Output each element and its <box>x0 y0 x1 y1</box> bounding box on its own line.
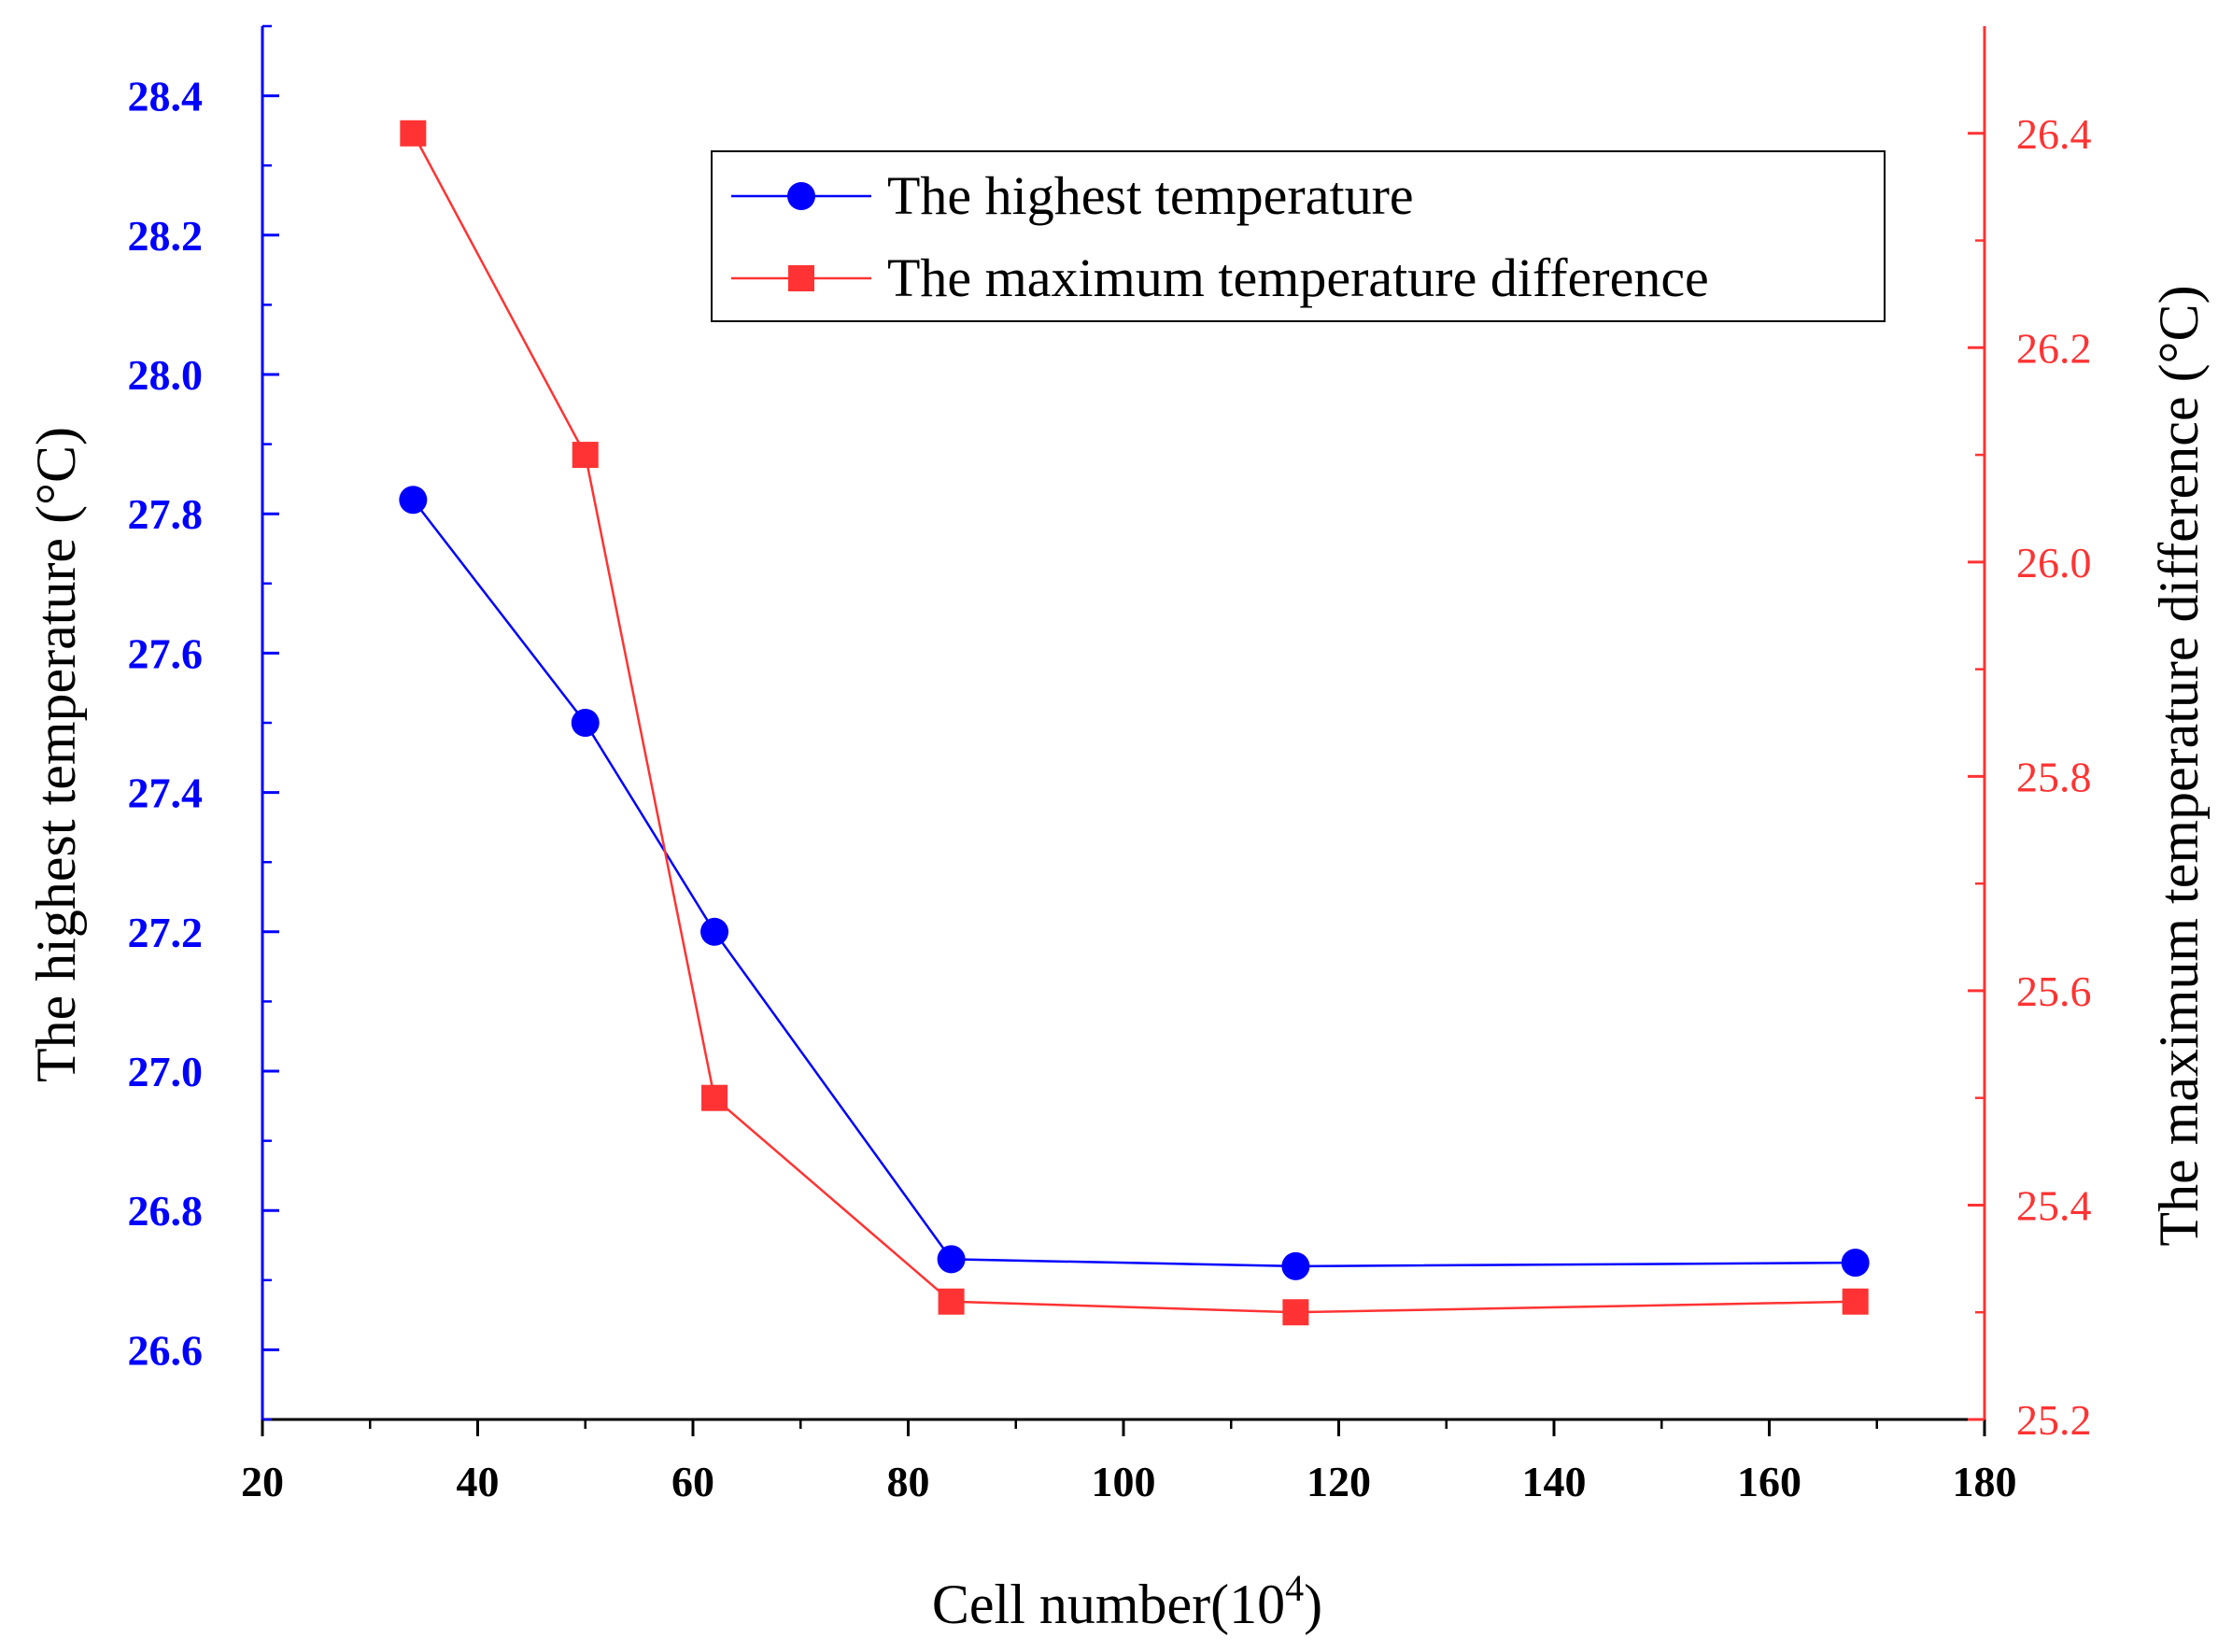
x-axis-title: Cell number(104) <box>932 1567 1322 1635</box>
y-left-tick-label: 27.6 <box>128 629 204 677</box>
data-point-circle <box>1841 1249 1870 1278</box>
data-point-square <box>1842 1288 1869 1315</box>
data-point-circle <box>1281 1251 1310 1280</box>
legend-box <box>711 150 1886 322</box>
y-axis-left-title: The highest temperature (°C) <box>25 427 87 1082</box>
data-point-circle <box>700 917 729 946</box>
x-tick-label: 60 <box>671 1458 714 1505</box>
data-point-circle <box>399 486 428 515</box>
data-point-circle <box>571 709 600 737</box>
y-right-tick-label: 25.2 <box>2016 1396 2092 1444</box>
x-tick-label: 40 <box>457 1458 500 1505</box>
y-right-tick-label: 26.4 <box>2016 110 2092 158</box>
x-tick-label: 160 <box>1737 1458 1801 1505</box>
x-axis-title-close: ) <box>1304 1574 1322 1635</box>
y-left-tick-label: 28.2 <box>128 212 204 260</box>
x-tick-label: 100 <box>1092 1458 1156 1505</box>
data-point-circle <box>937 1245 966 1274</box>
x-tick-label: 140 <box>1522 1458 1587 1505</box>
x-tick-label: 120 <box>1307 1458 1371 1505</box>
x-tick-label: 180 <box>1953 1458 2017 1505</box>
x-axis-title-exponent: 4 <box>1285 1567 1304 1609</box>
legend-label-max-temperature-difference: The maximum temperature difference <box>887 247 1709 308</box>
legend: The highest temperature The maximum temp… <box>711 150 1886 322</box>
axes-layer: 20 40 60 80 100 120 140 160 180 26.6 26.8 27.0 27.2 2… <box>128 24 2092 1505</box>
series-line-highest-temperature <box>412 499 1856 1268</box>
y-right-tick-label: 26.0 <box>2016 539 2092 586</box>
y-left-tick-label: 27.8 <box>128 490 204 538</box>
y-left-tick-label: 27.4 <box>128 770 204 817</box>
x-tick-label: 20 <box>241 1458 284 1505</box>
y-left-tick-label: 26.8 <box>128 1187 204 1235</box>
legend-label-highest-temperature: The highest temperature <box>887 165 1414 226</box>
y-left-tick-label: 27.2 <box>128 909 204 956</box>
data-point-square <box>572 442 599 469</box>
data-point-square <box>938 1288 965 1315</box>
data-point-square <box>1282 1299 1309 1326</box>
y-right-tick-label: 25.4 <box>2016 1181 2092 1229</box>
x-tick-label: 80 <box>887 1458 930 1505</box>
data-point-square <box>701 1084 728 1111</box>
y-right-tick-label: 25.8 <box>2016 753 2092 800</box>
legend-marker-square <box>788 265 814 291</box>
y-left-tick-label: 28.0 <box>128 351 204 399</box>
series-layer <box>399 120 1870 1326</box>
legend-marker-circle <box>787 182 815 210</box>
x-axis-title-main: Cell number(10 <box>932 1574 1285 1635</box>
series-line-max-temperature-difference <box>412 133 1856 1314</box>
y-left-tick-label: 28.4 <box>128 73 204 120</box>
y-right-tick-label: 26.2 <box>2016 324 2092 372</box>
y-left-tick-label: 27.0 <box>128 1048 204 1095</box>
y-axis-right-title: The maximum temperature difference (°C) <box>2148 285 2210 1246</box>
y-right-tick-label: 25.6 <box>2016 967 2092 1015</box>
data-point-square <box>400 120 427 147</box>
y-left-tick-label: 26.6 <box>128 1326 204 1374</box>
